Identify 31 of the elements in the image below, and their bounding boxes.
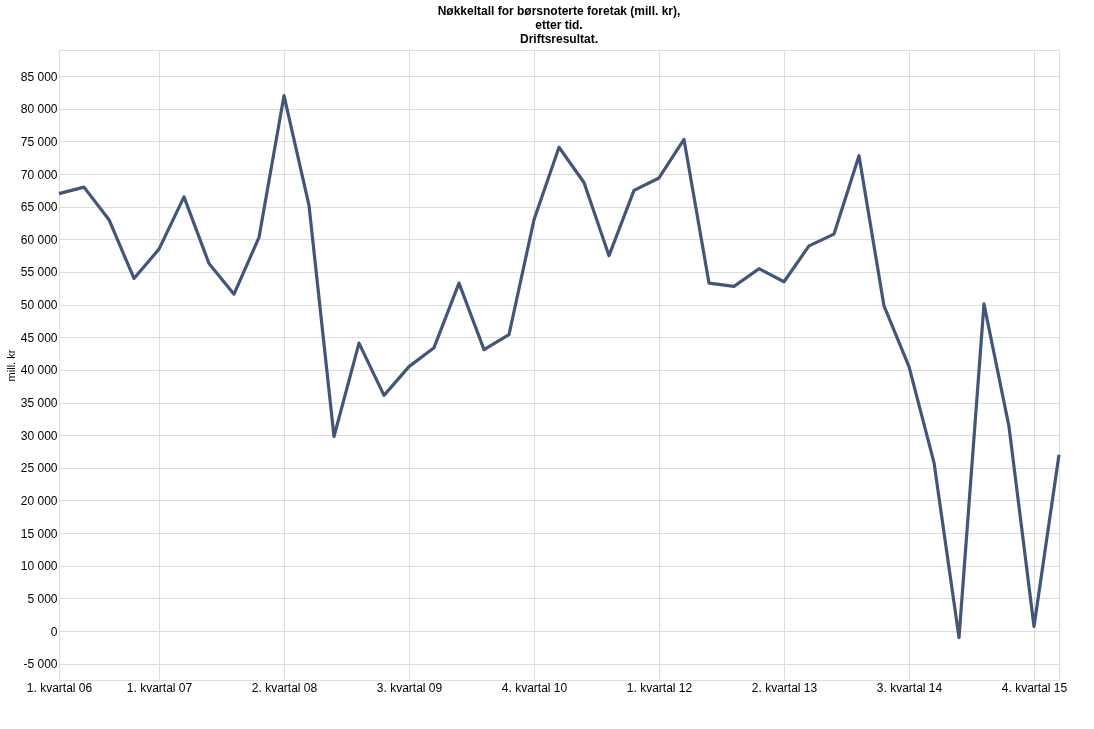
y-tick-label: 0 (50, 624, 58, 639)
y-tick-label: 15 000 (20, 526, 58, 541)
x-tick-label: 2. kvartal 08 (251, 680, 318, 695)
x-tick-label: 1. kvartal 07 (126, 680, 193, 695)
x-tick-label: 3. kvartal 14 (876, 680, 943, 695)
y-tick-label: 60 000 (20, 232, 58, 247)
y-tick-label: 75 000 (20, 134, 58, 149)
y-tick-label: 50 000 (20, 298, 58, 313)
y-tick-label: 80 000 (20, 102, 58, 117)
line-series (57, 94, 1061, 640)
y-tick-label: 45 000 (20, 330, 58, 345)
x-tick-label: 1. kvartal 06 (26, 680, 93, 695)
y-tick-label: 85 000 (20, 69, 58, 84)
y-tick-label: 5 000 (27, 591, 58, 606)
y-tick-label: 20 000 (20, 493, 58, 508)
y-tick-label: 40 000 (20, 363, 58, 378)
x-tick-label: 2. kvartal 13 (751, 680, 818, 695)
y-tick-label: 55 000 (20, 265, 58, 280)
y-tick-label: 10 000 (20, 559, 58, 574)
x-tick-label: 4. kvartal 15 (1001, 680, 1068, 695)
x-tick-label: 4. kvartal 10 (501, 680, 568, 695)
y-tick-label: -5 000 (23, 657, 58, 672)
y-axis-title: mill. kr (4, 349, 17, 382)
y-tick-label: 30 000 (20, 428, 58, 443)
chart-title: Nøkkeltall for børsnoterte foretak (mill. kr), etter tid. Driftsresultat. (437, 4, 681, 46)
y-tick-label: 25 000 (20, 461, 58, 476)
y-tick-label: 35 000 (20, 396, 58, 411)
x-tick-label: 1. kvartal 12 (626, 680, 693, 695)
x-tick-label: 3. kvartal 09 (376, 680, 443, 695)
y-tick-label: 65 000 (20, 200, 58, 215)
y-tick-label: 70 000 (20, 167, 58, 182)
